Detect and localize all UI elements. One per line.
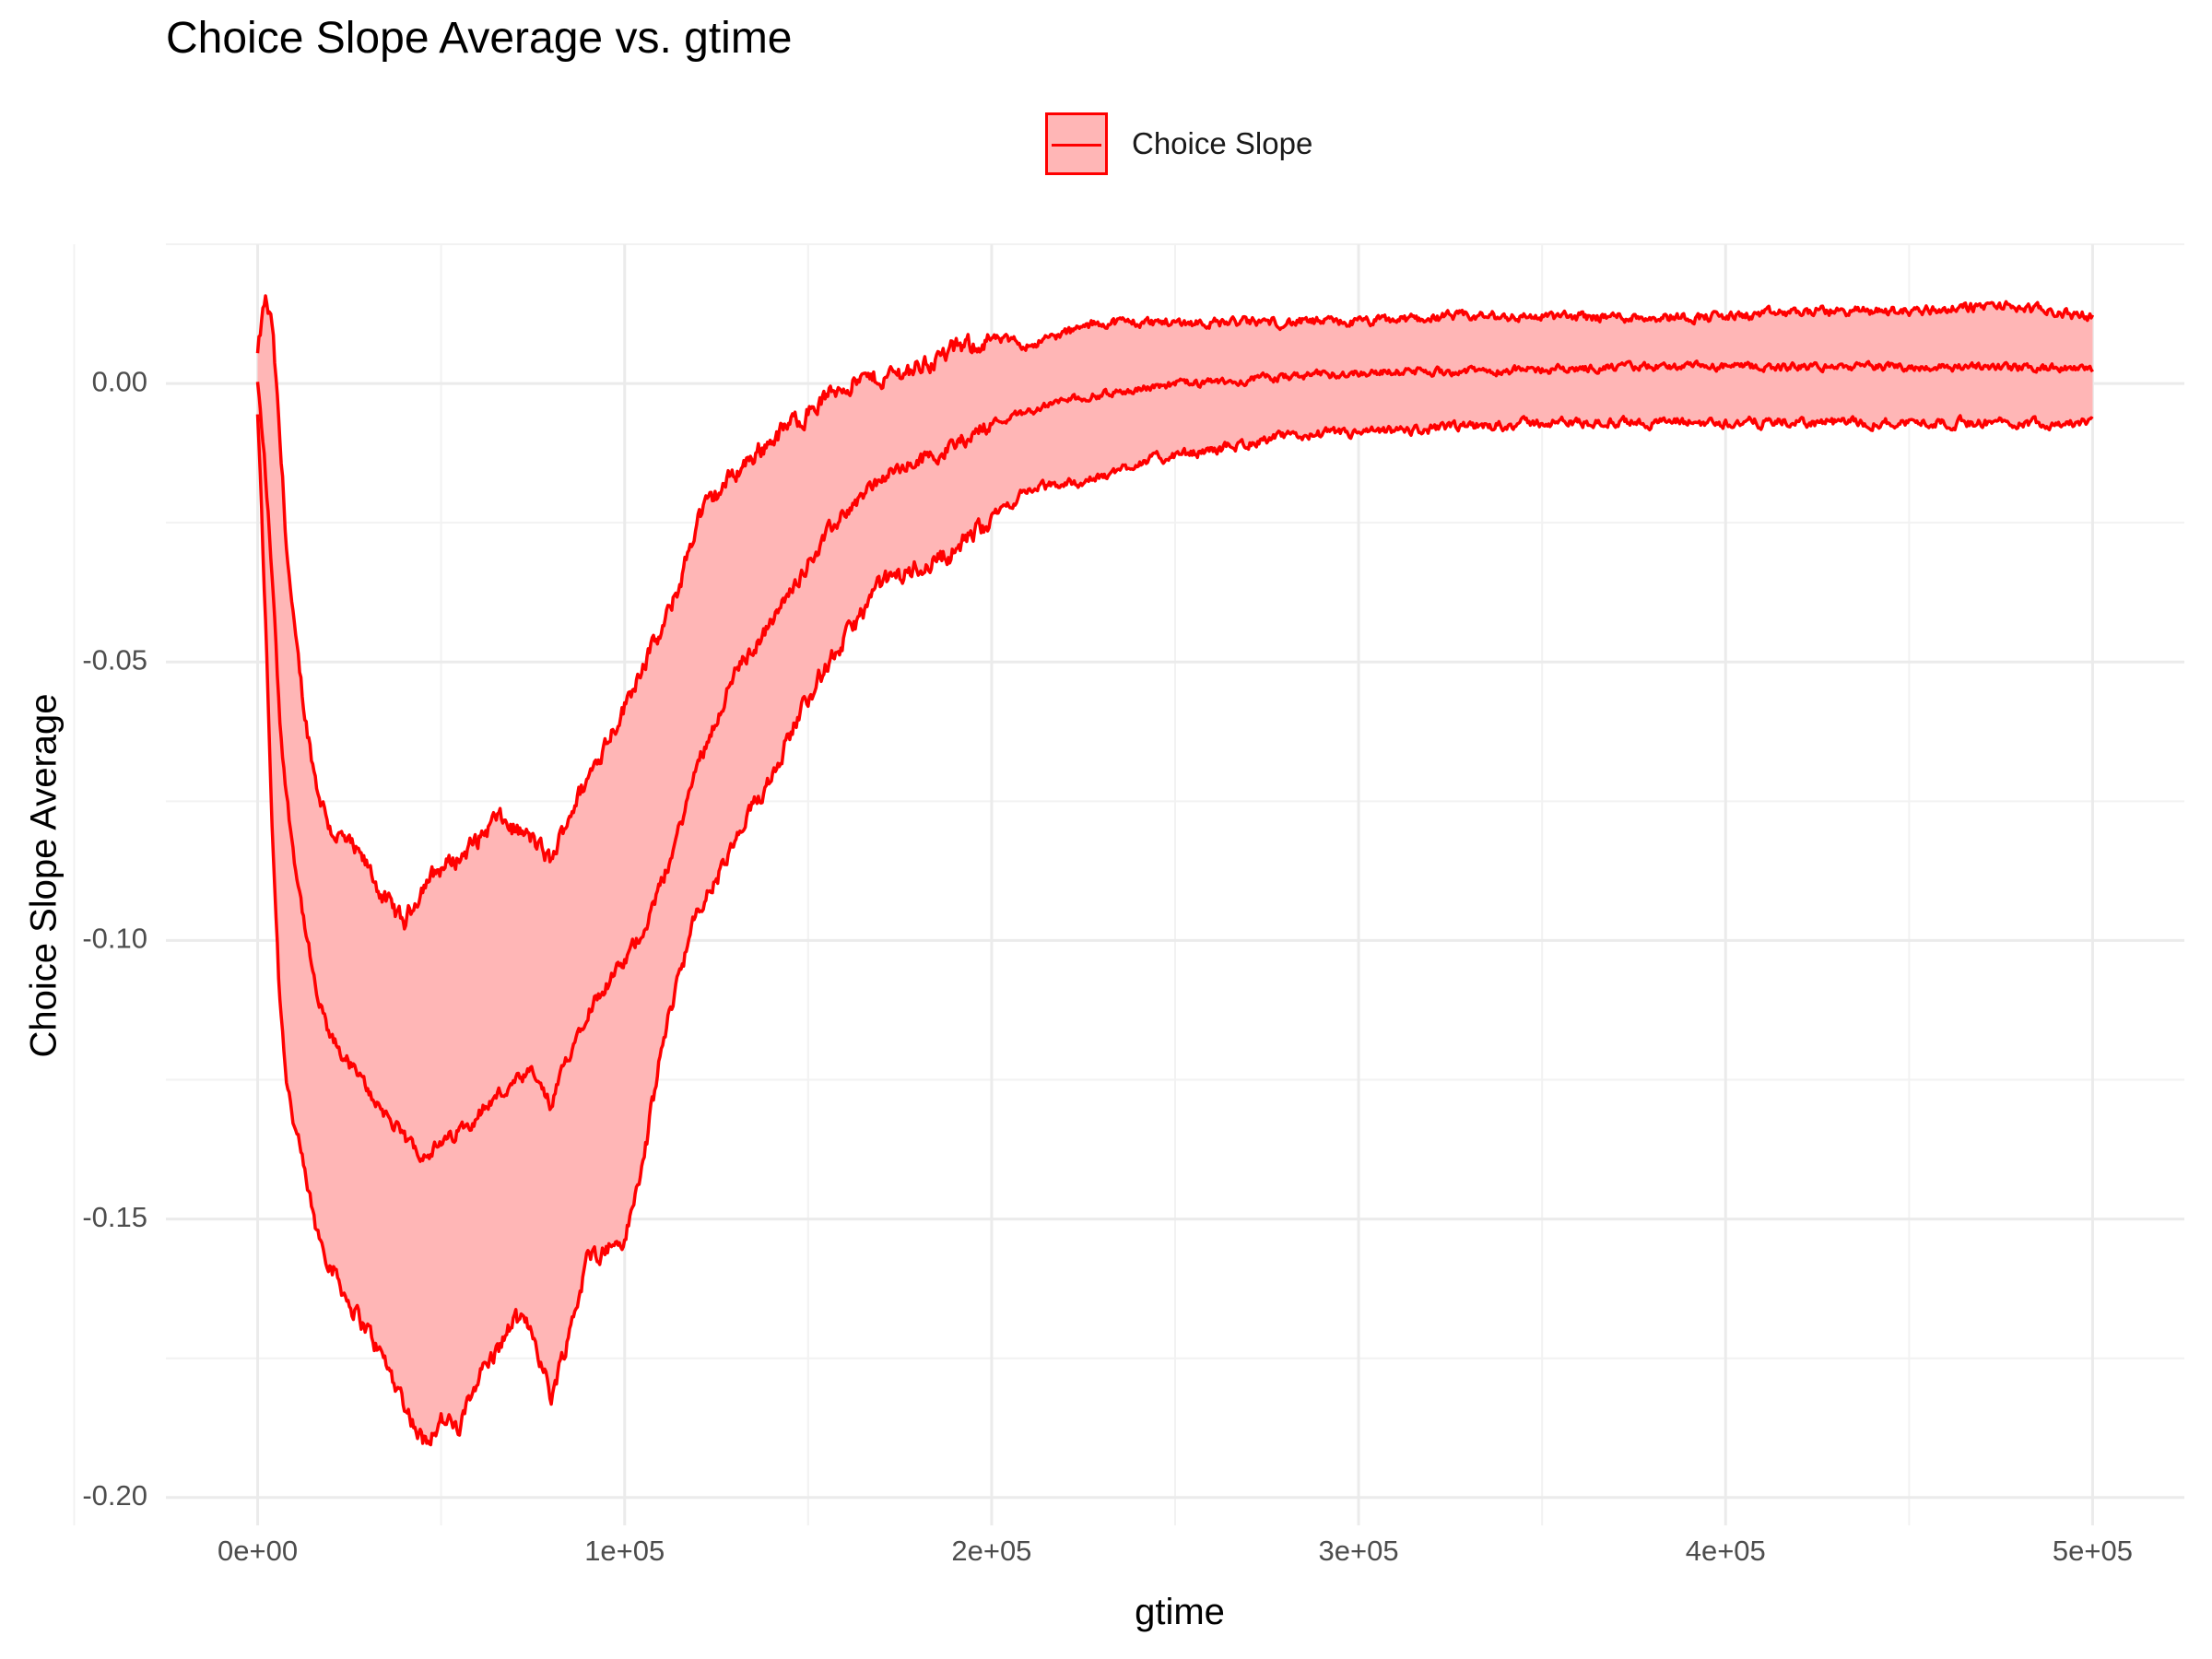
confidence-ribbon <box>257 296 2093 1445</box>
ribbon <box>257 296 2093 1445</box>
legend-key-line <box>1052 144 1101 147</box>
y-tick-label: -0.20 <box>82 1479 147 1512</box>
upper-bound-line <box>255 294 2095 931</box>
x-tick-label: 0e+00 <box>218 1535 298 1567</box>
y-tick-label: 0.00 <box>92 365 147 397</box>
y-axis-title: Choice Slope Average <box>23 693 65 1058</box>
y-tick-label: -0.10 <box>82 923 147 955</box>
legend-label: Choice Slope <box>1132 126 1313 160</box>
legend-key-icon <box>1045 112 1108 175</box>
x-axis-ticks: 0e+00 1e+05 2e+05 3e+05 4e+05 5e+05 <box>218 1535 2133 1567</box>
y-axis-ticks: -0.20 -0.15 -0.10 -0.05 0.00 <box>82 365 147 1512</box>
x-tick-label: 4e+05 <box>1686 1535 1766 1567</box>
lower-bound-line <box>255 414 2094 1447</box>
chart-title: Choice Slope Average vs. gtime <box>166 14 793 63</box>
y-tick-label: -0.05 <box>82 643 147 676</box>
x-tick-label: 5e+05 <box>2053 1535 2133 1567</box>
y-tick-label: -0.15 <box>82 1201 147 1233</box>
x-axis-title: gtime <box>1135 1592 1225 1632</box>
x-tick-label: 1e+05 <box>584 1535 665 1567</box>
series-lines <box>255 294 2095 1447</box>
x-tick-label: 3e+05 <box>1319 1535 1399 1567</box>
mean-line <box>255 359 2094 1163</box>
x-tick-label: 2e+05 <box>951 1535 1031 1567</box>
legend: Choice Slope <box>1045 109 1312 179</box>
